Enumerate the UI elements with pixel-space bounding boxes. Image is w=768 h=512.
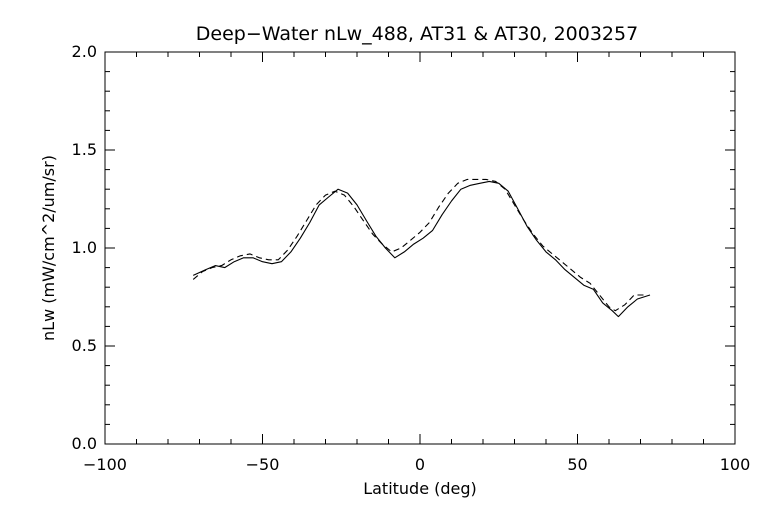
y-tick-label: 2.0 xyxy=(72,42,97,61)
axis-ticks xyxy=(104,51,736,445)
x-tick-label: −100 xyxy=(83,455,127,474)
y-tick-label: 1.0 xyxy=(72,238,97,257)
y-tick-label: 0.5 xyxy=(72,336,97,355)
y-tick-label: 0.0 xyxy=(72,434,97,453)
y-tick-label: 1.5 xyxy=(72,140,97,159)
y-axis-label: nLw (mW/cm^2/um/sr) xyxy=(39,155,58,341)
series-line-solid xyxy=(192,180,651,318)
series-group xyxy=(192,178,651,318)
x-tick-label: 0 xyxy=(415,455,425,474)
plot-frame xyxy=(104,51,736,445)
chart-title: Deep−Water nLw_488, AT31 & AT30, 2003257 xyxy=(196,23,638,45)
x-tick-label: −50 xyxy=(246,455,280,474)
x-tick-label: 50 xyxy=(567,455,587,474)
x-tick-label: 100 xyxy=(720,455,751,474)
y-tick-labels: 0.0 0.5 1.0 1.5 2.0 xyxy=(72,42,97,453)
x-axis-label: Latitude (deg) xyxy=(363,479,477,498)
series-line-dashed xyxy=(192,178,647,312)
x-tick-labels: −100 −50 0 50 100 xyxy=(83,455,750,474)
